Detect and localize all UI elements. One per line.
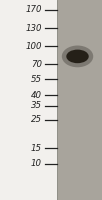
- Text: 35: 35: [31, 101, 42, 110]
- Ellipse shape: [62, 46, 93, 67]
- Bar: [0, 0, 57, 200]
- Text: 15: 15: [31, 144, 42, 153]
- Text: 170: 170: [25, 5, 42, 15]
- Text: 10: 10: [31, 159, 42, 168]
- Bar: [57, 0, 102, 200]
- Text: 70: 70: [31, 60, 42, 69]
- Text: 130: 130: [25, 24, 42, 33]
- Ellipse shape: [66, 50, 89, 63]
- Text: 25: 25: [31, 116, 42, 124]
- Text: 40: 40: [31, 90, 42, 99]
- Text: 55: 55: [31, 74, 42, 84]
- Text: 100: 100: [25, 42, 42, 51]
